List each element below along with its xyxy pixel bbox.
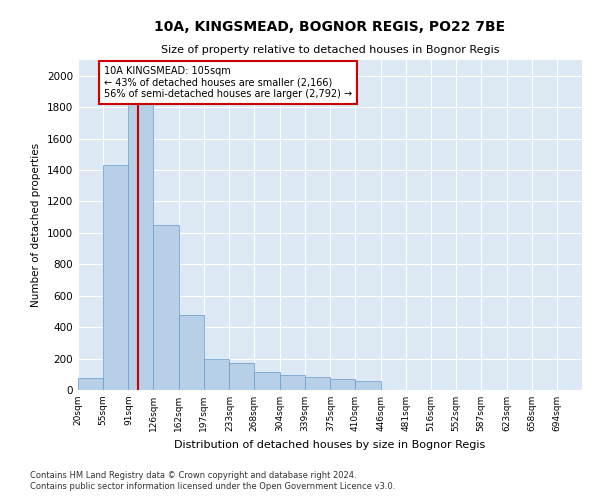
Bar: [280, 375, 305, 390]
Text: Size of property relative to detached houses in Bognor Regis: Size of property relative to detached ho…: [161, 45, 499, 55]
Bar: [355, 380, 381, 390]
Text: 10A, KINGSMEAD, BOGNOR REGIS, PO22 7BE: 10A, KINGSMEAD, BOGNOR REGIS, PO22 7BE: [154, 20, 506, 34]
Bar: [254, 372, 280, 390]
Text: Contains HM Land Registry data © Crown copyright and database right 2024.: Contains HM Land Registry data © Crown c…: [30, 470, 356, 480]
Text: Contains public sector information licensed under the Open Government Licence v3: Contains public sector information licen…: [30, 482, 395, 491]
Bar: [204, 358, 229, 390]
Text: 10A KINGSMEAD: 105sqm
← 43% of detached houses are smaller (2,166)
56% of semi-d: 10A KINGSMEAD: 105sqm ← 43% of detached …: [104, 66, 352, 100]
X-axis label: Distribution of detached houses by size in Bognor Regis: Distribution of detached houses by size …: [175, 440, 485, 450]
Bar: [305, 378, 331, 390]
Y-axis label: Number of detached properties: Number of detached properties: [31, 143, 41, 307]
Bar: [179, 314, 204, 390]
Bar: [154, 225, 179, 390]
Bar: [229, 362, 254, 390]
Bar: [331, 379, 355, 390]
Bar: [78, 378, 103, 390]
Bar: [128, 92, 154, 390]
Bar: [103, 166, 128, 390]
